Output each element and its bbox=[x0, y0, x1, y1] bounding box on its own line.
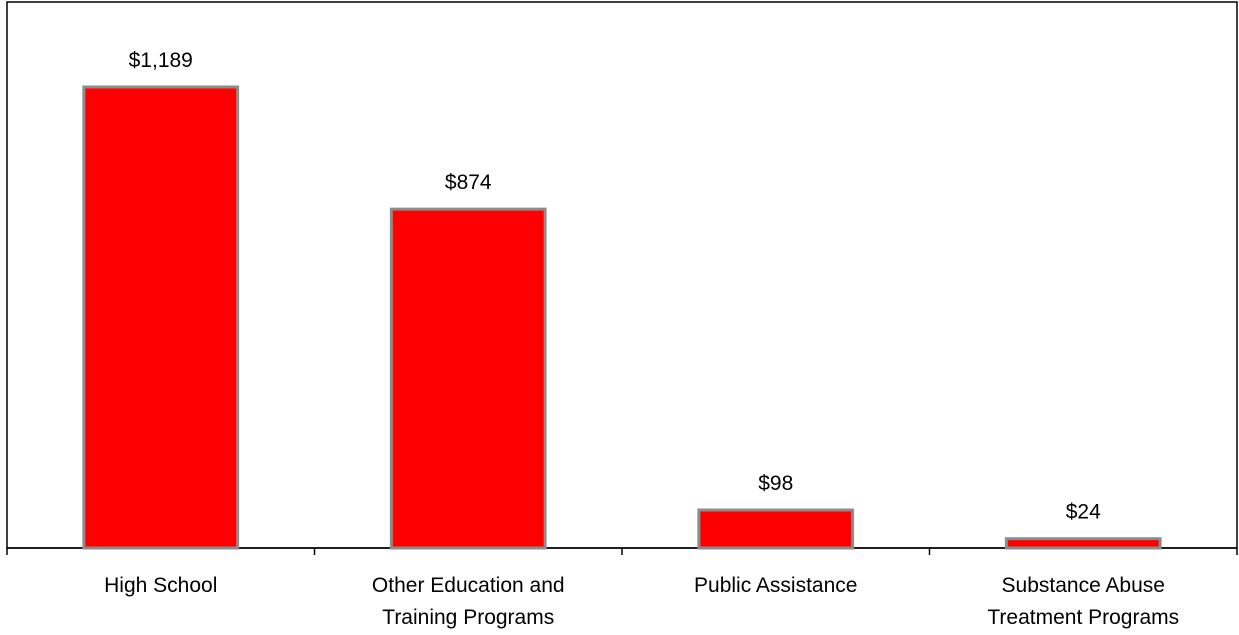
bar-series bbox=[82, 85, 1162, 550]
data-label: $874 bbox=[445, 171, 492, 194]
bar bbox=[697, 508, 855, 550]
data-label: $24 bbox=[1066, 501, 1101, 524]
bar bbox=[82, 85, 240, 550]
bar bbox=[1004, 537, 1162, 550]
data-labels: $1,189 $874 $98 $24 bbox=[129, 49, 1101, 524]
x-axis-tick-labels: High School Other Education and Training P… bbox=[104, 574, 1179, 629]
x-axis-ticks bbox=[6, 548, 1238, 555]
x-tick-label: Public Assistance bbox=[694, 574, 857, 597]
x-tick-label: High School bbox=[104, 574, 217, 597]
data-label: $1,189 bbox=[129, 49, 193, 72]
bar bbox=[389, 207, 547, 550]
x-tick-label: Substance Abuse Treatment Programs bbox=[987, 574, 1179, 629]
data-label: $98 bbox=[758, 472, 793, 495]
x-tick-label: Other Education and Training Programs bbox=[372, 574, 565, 629]
